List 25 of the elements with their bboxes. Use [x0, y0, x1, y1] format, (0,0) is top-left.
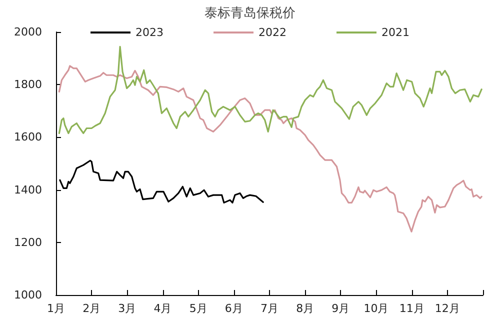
line-series [58, 65, 482, 232]
y-tick-label: 1600 [14, 130, 42, 144]
x-tick-label: 9月 [332, 302, 350, 315]
legend-label: 2023 [136, 26, 164, 39]
y-tick-label: 1000 [14, 288, 42, 302]
line-series [58, 46, 482, 134]
x-tick-label: 3月 [118, 302, 136, 315]
x-tick-label: 8月 [296, 302, 314, 315]
y-tick-label: 1400 [14, 183, 42, 196]
x-tick-label: 1月 [47, 302, 65, 315]
legend-label: 2022 [258, 26, 287, 39]
x-tick-label: 4月 [154, 302, 172, 315]
x-tick-label: 6月 [224, 302, 243, 315]
chart-title: 泰标青岛保税价 [204, 6, 296, 21]
x-tick-label: 2月 [82, 302, 101, 315]
x-tick-label: 7月 [260, 302, 278, 315]
y-tick-label: 1800 [14, 78, 42, 92]
legend-label: 2021 [381, 26, 410, 39]
x-tick-label: 10月 [364, 302, 389, 315]
x-tick-label: 5月 [189, 302, 208, 315]
x-tick-label: 12月 [434, 302, 460, 315]
y-tick-label: 1200 [14, 236, 42, 249]
y-tick-label: 2000 [14, 26, 42, 38]
x-tick-label: 11月 [399, 302, 424, 315]
line-series [59, 160, 264, 204]
